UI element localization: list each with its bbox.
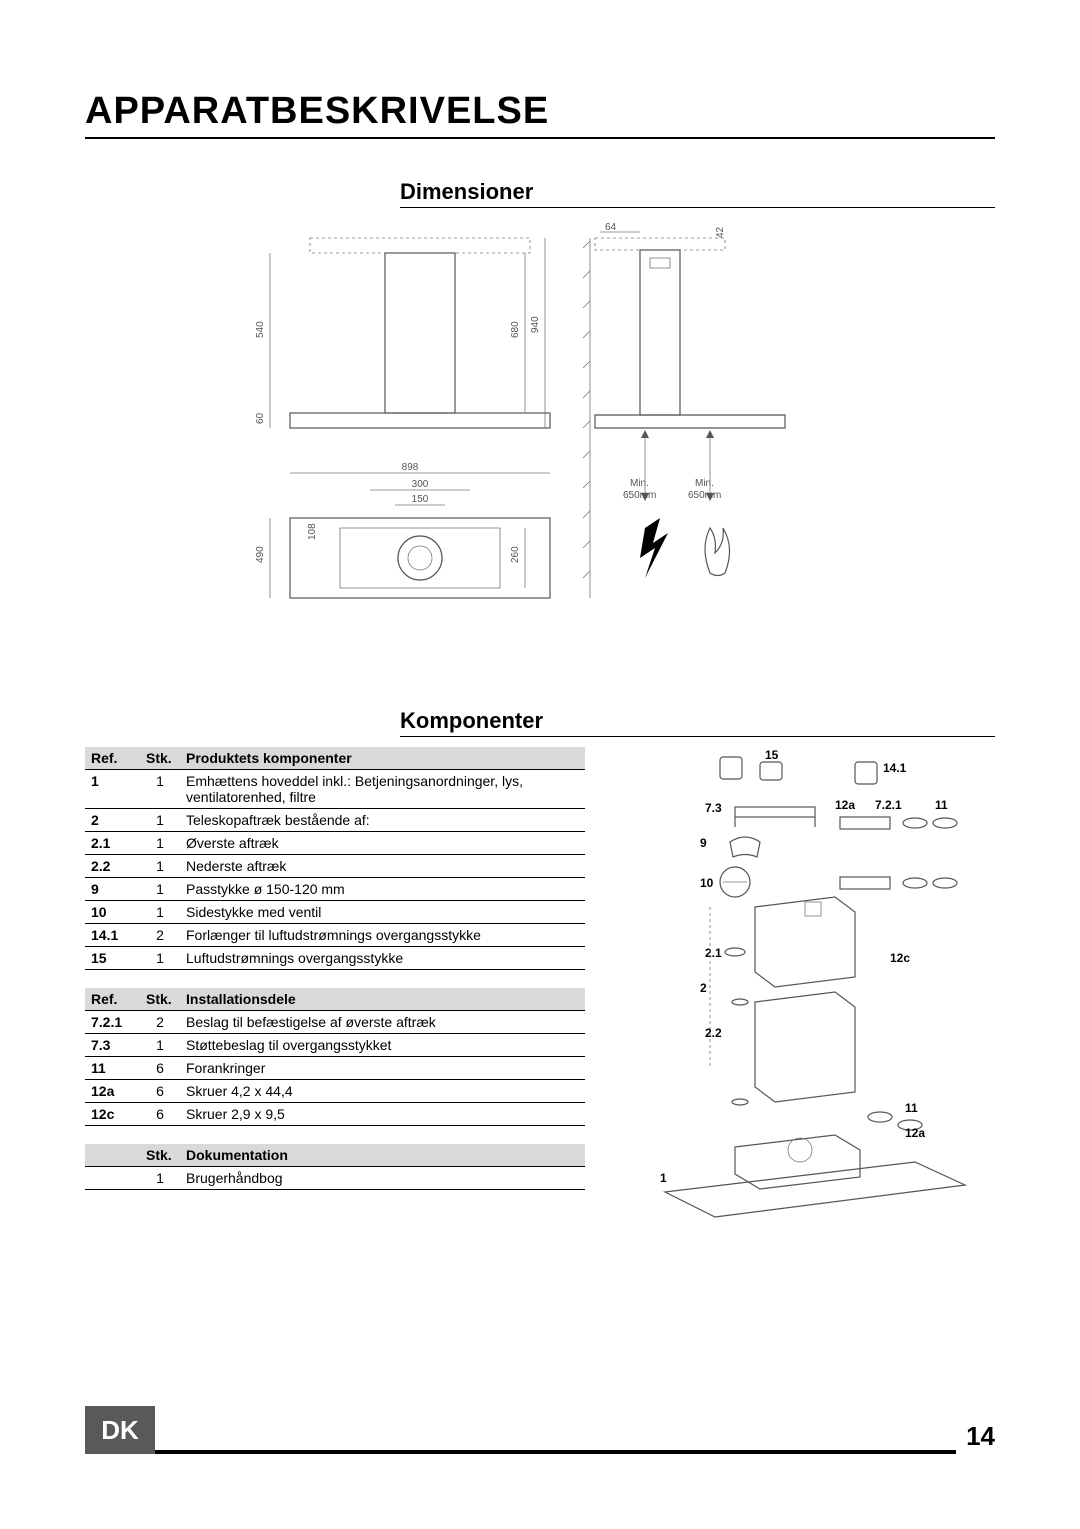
svg-text:2: 2 — [700, 981, 707, 995]
dimensions-diagram: 540 60 680 940 898 300 150 108 — [85, 218, 995, 698]
dim-min1: Min. — [630, 478, 649, 489]
svg-text:1: 1 — [660, 1171, 667, 1185]
table-row: 7.31Støttebeslag til overgangsstykket — [85, 1034, 585, 1057]
table-row: 2.11Øverste aftræk — [85, 832, 585, 855]
svg-text:9: 9 — [700, 836, 707, 850]
table-row: 11Emhættens hoveddel inkl.: Betjeningsan… — [85, 770, 585, 809]
dim-260: 260 — [510, 546, 521, 563]
dim-490: 490 — [255, 546, 266, 563]
table-row: 7.2.12Beslag til befæstigelse af øverste… — [85, 1011, 585, 1034]
svg-text:15: 15 — [765, 748, 779, 762]
dim-540: 540 — [255, 321, 266, 338]
components-table-2: Ref. Stk. Installationsdele 7.2.12Beslag… — [85, 988, 585, 1126]
dim-898: 898 — [402, 462, 419, 473]
components-table-3: Stk. Dokumentation 1Brugerhåndbog — [85, 1144, 585, 1190]
dim-150: 150 — [412, 494, 429, 505]
svg-text:7.2.1: 7.2.1 — [875, 798, 902, 812]
dim-60: 60 — [255, 412, 266, 424]
svg-text:2.1: 2.1 — [705, 946, 722, 960]
svg-text:7.3: 7.3 — [705, 801, 722, 815]
flame-icon — [705, 528, 730, 576]
dim-300: 300 — [412, 479, 429, 490]
footer-lang: DK — [85, 1406, 155, 1454]
svg-text:12a: 12a — [835, 798, 855, 812]
page-footer: DK 14 — [85, 1406, 995, 1454]
table-row: 12a6Skruer 4,2 x 44,4 — [85, 1080, 585, 1103]
svg-text:2.2: 2.2 — [705, 1026, 722, 1040]
table-row: 2.21Nederste aftræk — [85, 855, 585, 878]
table-row: 12c6Skruer 2,9 x 9,5 — [85, 1103, 585, 1126]
table-row: 151Luftudstrømnings overgangsstykke — [85, 947, 585, 970]
svg-text:12c: 12c — [890, 951, 910, 965]
footer-page-number: 14 — [956, 1406, 995, 1454]
dim-min1v: 650mm — [623, 490, 656, 501]
dim-64: 64 — [605, 222, 617, 233]
svg-text:10: 10 — [700, 876, 714, 890]
table-row: 116Forankringer — [85, 1057, 585, 1080]
svg-text:11: 11 — [935, 798, 948, 812]
dim-108: 108 — [307, 523, 318, 540]
section-components-title: Komponenter — [400, 708, 995, 737]
page-title: APPARATBESKRIVELSE — [85, 90, 995, 139]
table-row: 101Sidestykke med ventil — [85, 901, 585, 924]
components-table-1: Ref. Stk. Produktets komponenter 11Emhæt… — [85, 747, 585, 970]
svg-text:11: 11 — [905, 1101, 918, 1115]
dim-min2v: 650mm — [688, 490, 721, 501]
dim-42: 42 — [715, 226, 726, 238]
svg-text:12a: 12a — [905, 1126, 925, 1140]
table-row: 1Brugerhåndbog — [85, 1167, 585, 1190]
table-row: 21Teleskopaftræk bestående af: — [85, 809, 585, 832]
dim-min2: Min. — [695, 478, 714, 489]
svg-text:14.1: 14.1 — [883, 761, 907, 775]
section-dimensions-title: Dimensioner — [400, 179, 995, 208]
exploded-diagram: 15 14.1 7.3 12a 7.2.1 11 9 — [605, 747, 995, 1232]
table-row: 91Passtykke ø 150-120 mm — [85, 878, 585, 901]
electric-icon — [640, 518, 668, 578]
table-row: 14.12Forlænger til luftudstrømnings over… — [85, 924, 585, 947]
dim-940: 940 — [530, 316, 541, 333]
dim-680: 680 — [510, 321, 521, 338]
